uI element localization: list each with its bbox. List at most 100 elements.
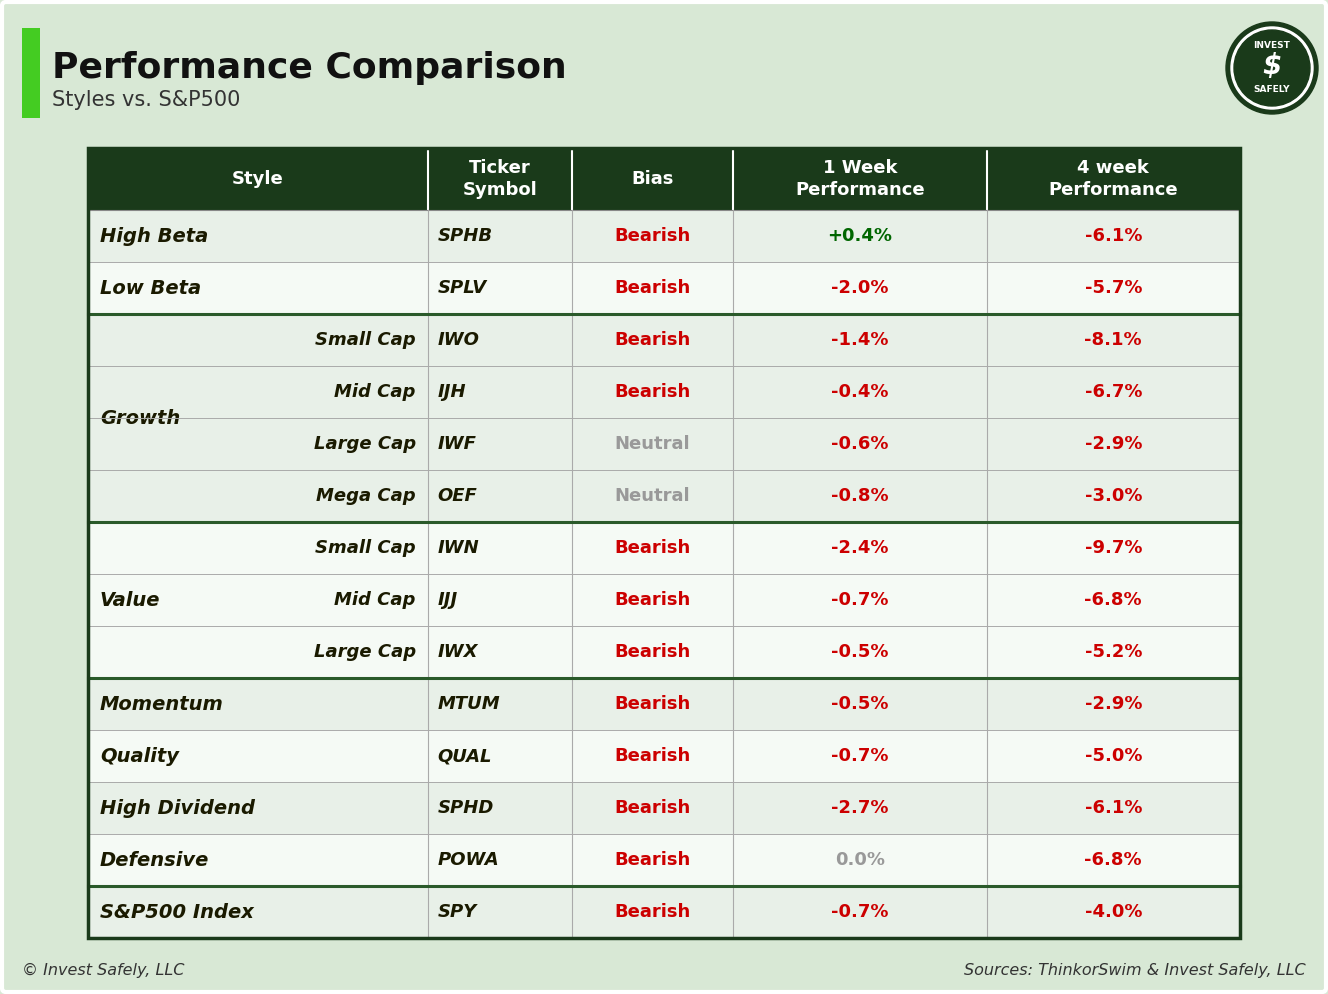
Text: +0.4%: +0.4%: [827, 227, 892, 245]
Bar: [88, 262, 1240, 314]
Text: -2.4%: -2.4%: [831, 539, 888, 557]
Text: -2.9%: -2.9%: [1085, 435, 1142, 453]
Text: -6.1%: -6.1%: [1085, 227, 1142, 245]
Text: -5.0%: -5.0%: [1085, 747, 1142, 765]
Text: -3.0%: -3.0%: [1085, 487, 1142, 505]
Text: Momentum: Momentum: [100, 695, 224, 714]
Text: IWN: IWN: [438, 539, 479, 557]
Text: IWO: IWO: [438, 331, 479, 349]
Text: IWX: IWX: [438, 643, 478, 661]
Text: -0.7%: -0.7%: [831, 903, 888, 921]
Bar: [88, 886, 1240, 938]
Text: Defensive: Defensive: [100, 851, 210, 870]
Text: Small Cap: Small Cap: [315, 331, 416, 349]
Text: 1 Week
Performance: 1 Week Performance: [795, 159, 924, 199]
Text: Quality: Quality: [100, 746, 179, 765]
Bar: [88, 366, 1240, 418]
Text: QUAL: QUAL: [438, 747, 493, 765]
Text: Mid Cap: Mid Cap: [335, 383, 416, 401]
Bar: [88, 470, 1240, 522]
Text: Bearish: Bearish: [615, 799, 691, 817]
Text: SPHB: SPHB: [438, 227, 493, 245]
Text: Value: Value: [100, 590, 161, 609]
Circle shape: [1226, 22, 1317, 114]
Text: Neutral: Neutral: [615, 435, 691, 453]
Text: INVEST: INVEST: [1254, 42, 1291, 51]
Text: -6.1%: -6.1%: [1085, 799, 1142, 817]
Text: -6.8%: -6.8%: [1085, 851, 1142, 869]
Text: Mega Cap: Mega Cap: [316, 487, 416, 505]
Bar: [88, 574, 1240, 626]
Text: IJJ: IJJ: [438, 591, 458, 609]
Bar: [88, 148, 1240, 938]
Text: -4.0%: -4.0%: [1085, 903, 1142, 921]
Text: -8.1%: -8.1%: [1085, 331, 1142, 349]
Text: -2.9%: -2.9%: [1085, 695, 1142, 713]
Bar: [88, 730, 1240, 782]
Text: © Invest Safely, LLC: © Invest Safely, LLC: [23, 962, 185, 977]
Text: -0.5%: -0.5%: [831, 643, 888, 661]
Text: -0.4%: -0.4%: [831, 383, 888, 401]
Text: Small Cap: Small Cap: [315, 539, 416, 557]
Text: Bearish: Bearish: [615, 591, 691, 609]
Text: S&P500 Index: S&P500 Index: [100, 903, 254, 921]
Text: Bearish: Bearish: [615, 539, 691, 557]
Bar: [88, 678, 1240, 730]
Text: Styles vs. S&P500: Styles vs. S&P500: [52, 90, 240, 110]
Bar: [23, 28, 40, 118]
Text: Neutral: Neutral: [615, 487, 691, 505]
Text: IWF: IWF: [438, 435, 477, 453]
Text: Ticker
Symbol: Ticker Symbol: [462, 159, 538, 199]
Text: Bearish: Bearish: [615, 279, 691, 297]
Circle shape: [1231, 27, 1313, 109]
Bar: [88, 418, 1240, 470]
Text: SPHD: SPHD: [438, 799, 494, 817]
Bar: [88, 314, 1240, 366]
Text: Sources: ThinkorSwim & Invest Safely, LLC: Sources: ThinkorSwim & Invest Safely, LL…: [964, 962, 1305, 977]
Text: High Beta: High Beta: [100, 227, 208, 246]
Text: Bearish: Bearish: [615, 331, 691, 349]
Text: Mid Cap: Mid Cap: [335, 591, 416, 609]
Circle shape: [1234, 30, 1309, 106]
Text: -0.7%: -0.7%: [831, 747, 888, 765]
Text: SPY: SPY: [438, 903, 477, 921]
Text: OEF: OEF: [438, 487, 478, 505]
Text: Bearish: Bearish: [615, 747, 691, 765]
Bar: [88, 148, 1240, 210]
FancyBboxPatch shape: [3, 2, 1325, 992]
Text: 4 week
Performance: 4 week Performance: [1049, 159, 1178, 199]
Text: -2.7%: -2.7%: [831, 799, 888, 817]
Text: Bearish: Bearish: [615, 643, 691, 661]
Text: -9.7%: -9.7%: [1085, 539, 1142, 557]
Text: 0.0%: 0.0%: [835, 851, 884, 869]
Text: Style: Style: [232, 170, 284, 188]
Text: Large Cap: Large Cap: [313, 643, 416, 661]
Text: Bias: Bias: [631, 170, 673, 188]
Text: -0.5%: -0.5%: [831, 695, 888, 713]
Bar: [88, 782, 1240, 834]
Text: Growth: Growth: [100, 409, 181, 427]
Text: -6.8%: -6.8%: [1085, 591, 1142, 609]
Bar: [88, 626, 1240, 678]
Text: POWA: POWA: [438, 851, 499, 869]
Text: MTUM: MTUM: [438, 695, 501, 713]
Text: -0.7%: -0.7%: [831, 591, 888, 609]
Text: Bearish: Bearish: [615, 903, 691, 921]
Text: SPLV: SPLV: [438, 279, 487, 297]
Text: -6.7%: -6.7%: [1085, 383, 1142, 401]
Text: IJH: IJH: [438, 383, 466, 401]
Text: -2.0%: -2.0%: [831, 279, 888, 297]
Text: Bearish: Bearish: [615, 383, 691, 401]
Text: -0.6%: -0.6%: [831, 435, 888, 453]
Text: $: $: [1263, 52, 1282, 80]
Text: -5.2%: -5.2%: [1085, 643, 1142, 661]
Text: Performance Comparison: Performance Comparison: [52, 51, 567, 85]
Bar: [88, 834, 1240, 886]
Bar: [88, 210, 1240, 262]
Text: High Dividend: High Dividend: [100, 798, 255, 817]
Text: Bearish: Bearish: [615, 695, 691, 713]
Text: -5.7%: -5.7%: [1085, 279, 1142, 297]
Text: Low Beta: Low Beta: [100, 278, 201, 297]
Text: Bearish: Bearish: [615, 851, 691, 869]
Text: Bearish: Bearish: [615, 227, 691, 245]
